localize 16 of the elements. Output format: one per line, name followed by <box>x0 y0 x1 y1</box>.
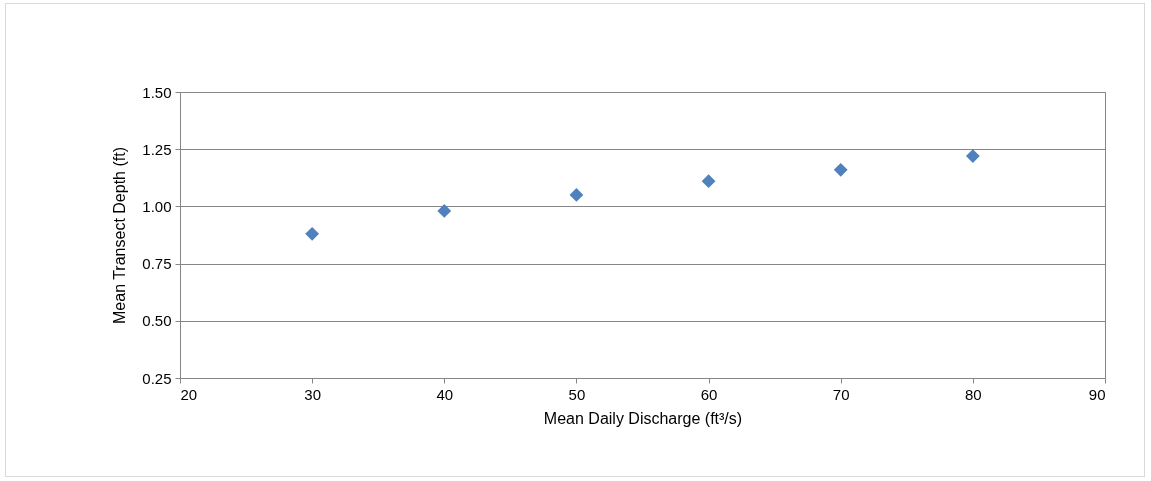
x-axis-title: Mean Daily Discharge (ft³/s) <box>543 409 743 427</box>
y-tick-label: 0.50 <box>142 312 172 330</box>
x-tick-label: 70 <box>832 385 850 403</box>
y-tick-label: 1.50 <box>142 83 172 101</box>
x-tick-label: 30 <box>304 385 321 403</box>
y-tick-label: 1.25 <box>142 140 172 158</box>
x-tick-label: 20 <box>180 385 198 403</box>
y-tick-label: 1.00 <box>142 197 172 215</box>
y-tick-label: 0.75 <box>142 255 172 273</box>
x-tick-label: 40 <box>436 385 454 403</box>
y-tick-label: 0.25 <box>142 369 172 387</box>
y-axis-title: Mean Transect Depth (ft) <box>111 147 129 324</box>
x-tick-label: 90 <box>1088 385 1106 403</box>
x-tick-label: 60 <box>700 385 718 403</box>
x-tick-label: 50 <box>568 385 586 403</box>
x-tick-label: 80 <box>965 385 982 403</box>
